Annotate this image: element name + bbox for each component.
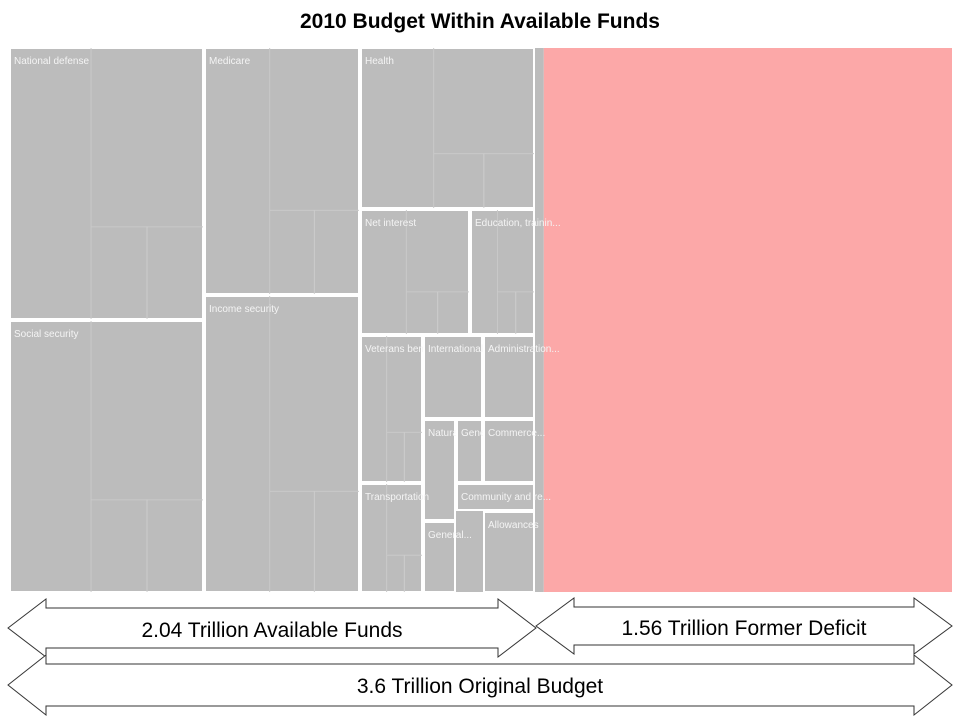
category-label: Net interest bbox=[365, 218, 416, 229]
deficit-block bbox=[543, 48, 952, 592]
category-international-aff-8: International aff... bbox=[423, 335, 505, 419]
category-label: Education, trainin... bbox=[475, 218, 561, 229]
former-deficit-label: 1.56 Trillion Former Deficit bbox=[621, 617, 866, 640]
category-national-defense-0: National defense bbox=[9, 47, 204, 320]
category-label: Natural... bbox=[428, 428, 469, 439]
category-cell bbox=[423, 521, 456, 593]
available-funds-arrow bbox=[7, 597, 537, 659]
category-label: General... bbox=[428, 530, 472, 541]
category-label: Health bbox=[365, 56, 394, 67]
category-cell bbox=[9, 320, 204, 593]
category-cell bbox=[423, 335, 483, 419]
category-label: Veterans benefit... bbox=[365, 344, 446, 355]
category-general-15: General... bbox=[423, 521, 472, 593]
category-community-and-re-14: Community and re... bbox=[456, 483, 551, 511]
category-cell bbox=[9, 47, 204, 320]
category-cell bbox=[483, 419, 535, 483]
category-natural-10: Natural... bbox=[423, 419, 469, 521]
category-medicare-2: Medicare bbox=[204, 47, 360, 295]
category-general-11: General... bbox=[456, 419, 505, 483]
category-label: Community and re... bbox=[461, 492, 551, 503]
category-cell bbox=[360, 47, 535, 209]
category-label: Income security bbox=[209, 304, 279, 315]
category-label: Social security bbox=[14, 329, 78, 340]
category-cell bbox=[470, 209, 535, 335]
category-label: Allowances bbox=[488, 520, 539, 531]
category-cell bbox=[483, 335, 535, 419]
category-transportation-13: Transportation bbox=[360, 483, 429, 593]
category-cell bbox=[204, 47, 360, 295]
category-label: Medicare bbox=[209, 56, 251, 67]
category-cell bbox=[204, 295, 360, 593]
category-label: Commerce... bbox=[488, 428, 545, 439]
original-budget-arrow bbox=[7, 653, 953, 717]
category-label: International aff... bbox=[428, 344, 505, 355]
category-cell bbox=[360, 209, 470, 335]
category-label: Transportation bbox=[365, 492, 429, 503]
category-administration-9: Administration... bbox=[483, 335, 560, 419]
chart-title: 2010 Budget Within Available Funds bbox=[300, 10, 660, 33]
budget-treemap: National defense Social security Medicare I… bbox=[9, 47, 952, 593]
category-income-security-3: Income security bbox=[204, 295, 360, 593]
category-cell bbox=[360, 335, 423, 483]
category-net-interest-5: Net interest bbox=[360, 209, 470, 335]
category-commerce-12: Commerce... bbox=[483, 419, 545, 483]
category-cell bbox=[456, 483, 535, 511]
original-budget-label: 3.6 Trillion Original Budget bbox=[357, 675, 603, 698]
category-education-trainin-6: Education, trainin... bbox=[470, 209, 561, 335]
category-veterans-benefit-7: Veterans benefit... bbox=[360, 335, 446, 483]
available-funds-label: 2.04 Trillion Available Funds bbox=[141, 619, 402, 642]
category-allowances-16: Allowances bbox=[483, 511, 539, 593]
former-deficit-arrow bbox=[535, 597, 953, 655]
category-label: General... bbox=[461, 428, 505, 439]
category-cell bbox=[360, 483, 423, 593]
category-health-4: Health bbox=[360, 47, 535, 209]
category-cell bbox=[483, 511, 535, 593]
category-cell bbox=[423, 419, 456, 521]
category-label: National defense bbox=[14, 56, 89, 67]
category-cell bbox=[456, 419, 483, 483]
category-label: Administration... bbox=[488, 344, 560, 355]
category-social-security-1: Social security bbox=[9, 320, 204, 593]
